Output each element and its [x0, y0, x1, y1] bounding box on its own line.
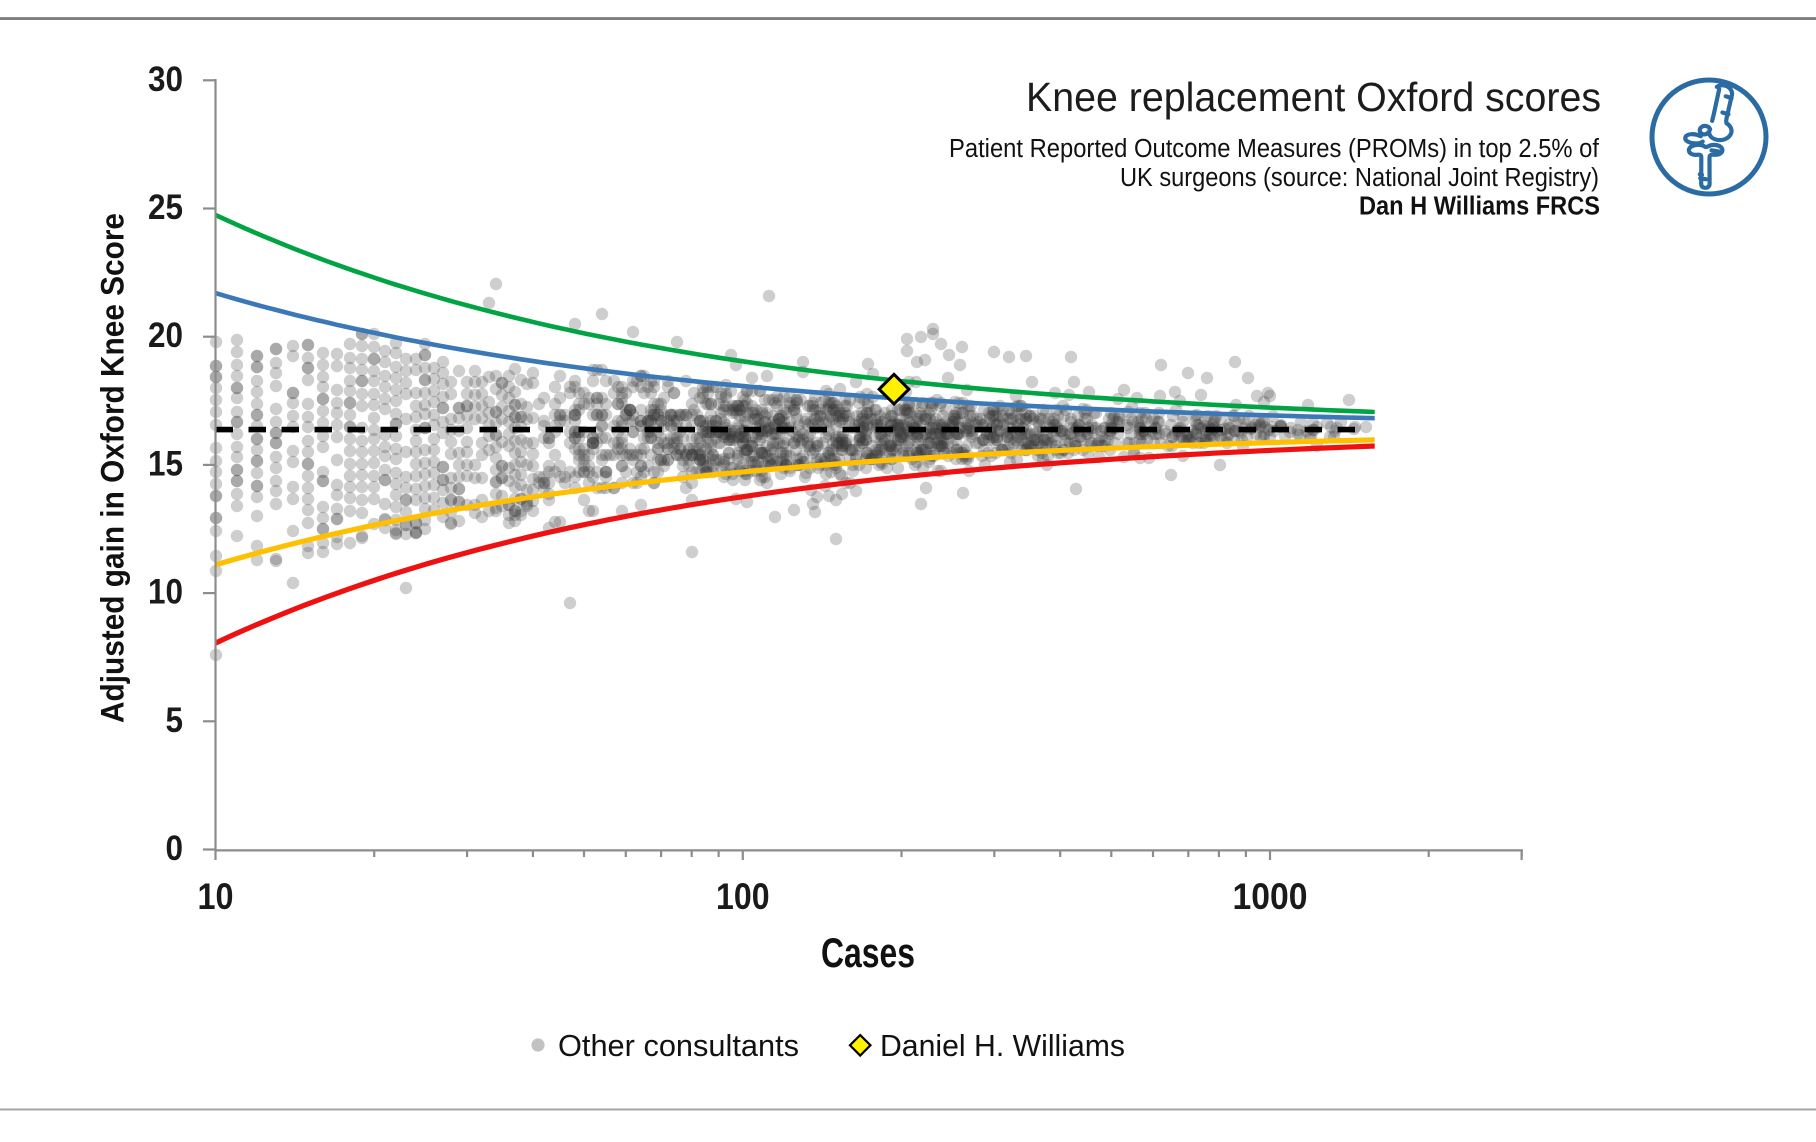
svg-text:Cases: Cases	[821, 929, 915, 976]
svg-text:15: 15	[148, 443, 183, 483]
svg-text:0: 0	[166, 828, 184, 868]
svg-text:Knee replacement Oxford scores: Knee replacement Oxford scores	[1026, 74, 1601, 120]
svg-text:100: 100	[716, 876, 770, 917]
svg-text:1000: 1000	[1233, 876, 1308, 917]
svg-text:10: 10	[148, 572, 183, 612]
svg-text:10: 10	[198, 876, 234, 917]
svg-text:Other consultants: Other consultants	[558, 1028, 799, 1063]
svg-text:Adjusted gain in Oxford Knee S: Adjusted gain in Oxford Knee Score	[95, 213, 131, 723]
svg-text:Dan H Williams FRCS: Dan H Williams FRCS	[1359, 193, 1600, 221]
svg-text:20: 20	[148, 315, 183, 355]
svg-text:30: 30	[148, 59, 183, 99]
svg-text:25: 25	[148, 187, 183, 227]
svg-text:Daniel H. Williams: Daniel H. Williams	[880, 1028, 1125, 1063]
svg-text:Patient Reported Outcome Measu: Patient Reported Outcome Measures (PROMs…	[949, 135, 1600, 163]
svg-text:5: 5	[166, 700, 184, 740]
svg-text:UK surgeons (source: National: UK surgeons (source: National Joint Regi…	[1120, 164, 1599, 192]
